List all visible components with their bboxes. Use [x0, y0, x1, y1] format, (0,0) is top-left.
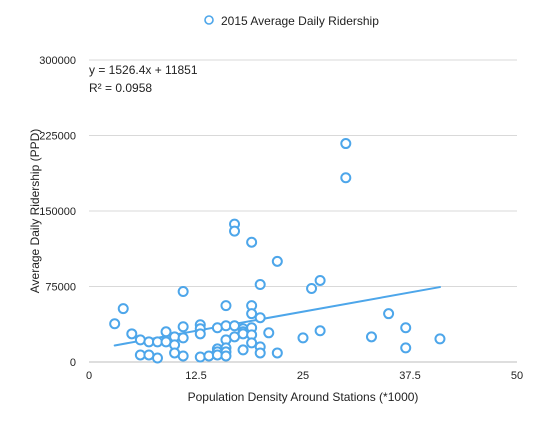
data-point: [383, 308, 395, 320]
data-point: [177, 350, 189, 362]
legend: 2015 Average Daily Ridership: [204, 14, 379, 28]
data-point: [109, 318, 121, 330]
data-point: [246, 337, 258, 349]
legend-marker: [204, 15, 214, 25]
data-point: [194, 351, 206, 363]
data-point: [340, 138, 352, 150]
data-point: [177, 321, 189, 333]
chart-text: 2015 Average Daily Ridership y = 1526.4x…: [28, 14, 418, 404]
data-point: [246, 236, 258, 248]
data-point: [297, 332, 309, 344]
data-point: [263, 327, 275, 339]
data-point: [220, 300, 232, 312]
data-point: [177, 332, 189, 344]
data-point: [117, 303, 129, 315]
y-tick-label: 75000: [45, 282, 76, 294]
data-point: [314, 325, 326, 337]
data-point: [211, 322, 223, 334]
x-tick-label: 50: [511, 370, 523, 382]
x-axis-title: Population Density Around Stations (*100…: [188, 390, 419, 404]
y-axis-title: Average Daily Ridership (PPD): [28, 129, 42, 294]
data-point: [246, 308, 258, 320]
trendline-r-squared: R² = 0.0958: [89, 81, 152, 95]
data-point: [271, 347, 283, 359]
data-point: [400, 322, 412, 334]
data-point: [254, 278, 266, 290]
data-point: [340, 172, 352, 184]
data-point: [271, 255, 283, 267]
data-point: [254, 347, 266, 359]
data-point: [314, 274, 326, 286]
legend-label: 2015 Average Daily Ridership: [221, 14, 379, 28]
x-tick-label: 25: [297, 370, 309, 382]
data-point: [194, 328, 206, 340]
data-point: [400, 342, 412, 354]
data-point: [126, 328, 138, 340]
x-tick-label: 12.5: [185, 370, 206, 382]
data-point: [254, 312, 266, 324]
x-tick-label: 37.5: [399, 370, 420, 382]
y-tick-label: 0: [70, 357, 76, 369]
grid-lines: [89, 59, 517, 287]
data-point: [151, 352, 163, 364]
data-point: [237, 344, 249, 356]
y-tick-label: 225000: [39, 131, 76, 143]
axes: 0 75000 150000 225000 300000 0 12.5 25 37.5 50: [39, 55, 523, 382]
data-points: [109, 138, 446, 364]
y-tick-label: 300000: [39, 55, 76, 67]
x-tick-label: 0: [86, 370, 92, 382]
data-point: [229, 225, 241, 237]
trendline-equation: y = 1526.4x + 11851: [89, 63, 198, 77]
data-point: [434, 333, 446, 345]
data-point: [220, 350, 232, 362]
data-point: [306, 283, 318, 295]
data-point: [160, 326, 172, 338]
y-tick-label: 150000: [39, 206, 76, 218]
data-point: [177, 286, 189, 298]
data-point: [134, 334, 146, 346]
data-point: [365, 331, 377, 343]
data-point: [237, 328, 249, 340]
